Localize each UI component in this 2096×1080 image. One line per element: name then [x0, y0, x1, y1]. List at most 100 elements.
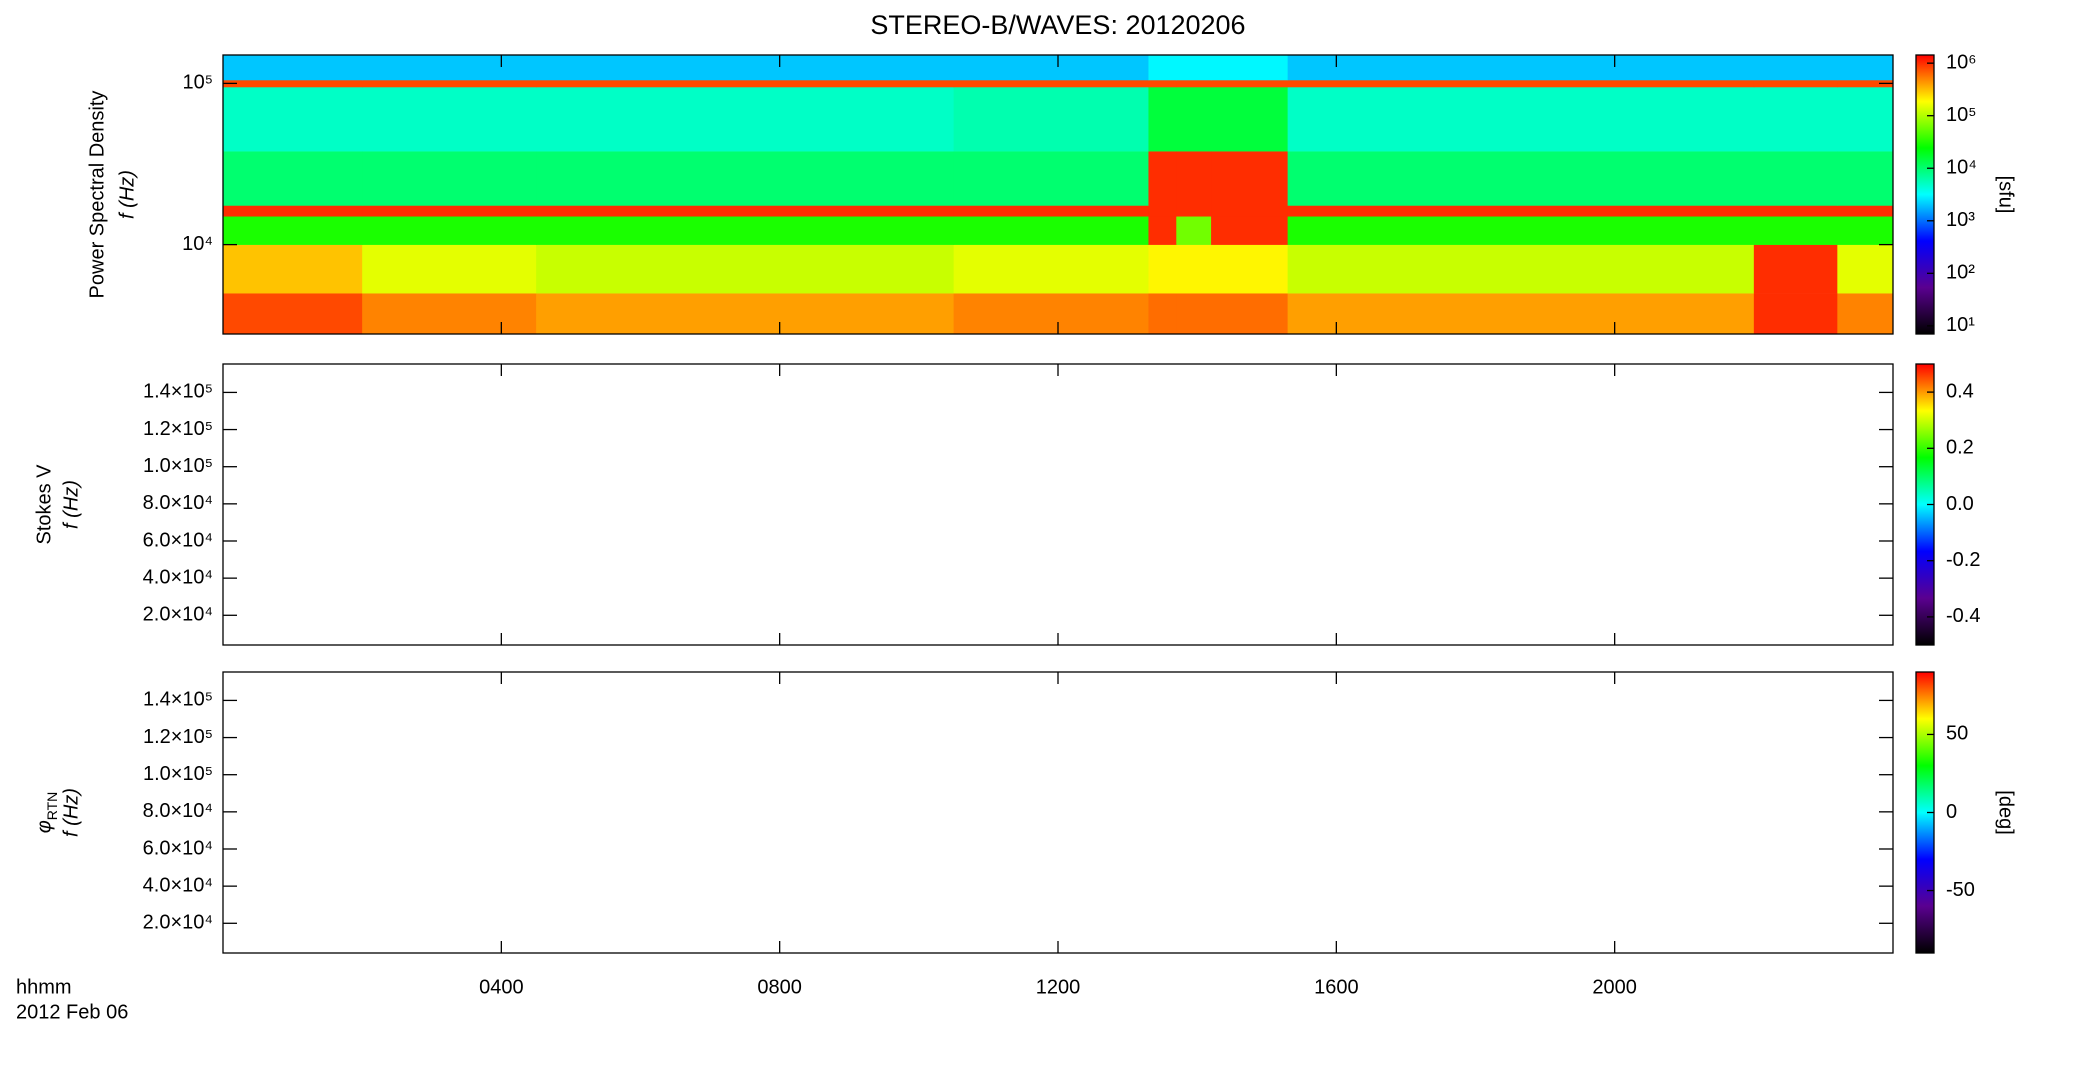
- heatmap-cell: [1287, 79, 1755, 88]
- heatmap-cell: [1176, 216, 1212, 245]
- heatmap-cell: [362, 293, 537, 335]
- y-axis-label: f (Hz): [60, 480, 82, 529]
- y-axis-label: f (Hz): [60, 788, 82, 837]
- x-tick-label: 0800: [757, 976, 802, 998]
- y-axis-label-subscript: RTN: [44, 792, 60, 821]
- y-tick-label: 2.0×10⁴: [143, 604, 213, 626]
- heatmap-cell: [362, 86, 537, 152]
- x-tick-label: 1200: [1036, 976, 1081, 998]
- y-tick-label: 6.0×10⁴: [143, 837, 213, 859]
- plot-frame: [222, 363, 1894, 646]
- y-tick-label: 1.4×10⁵: [143, 381, 213, 403]
- y-tick-label: 1.0×10⁵: [143, 455, 213, 477]
- heatmap-cell: [1837, 244, 1894, 294]
- colorbar-tick-label: 10⁵: [1946, 104, 1977, 126]
- y-tick-label: 6.0×10⁴: [143, 529, 213, 551]
- heatmap-cell: [1837, 79, 1894, 88]
- heatmap-cell: [1211, 293, 1289, 335]
- heatmap-cell: [1176, 293, 1212, 335]
- y-tick-label: 1.0×10⁵: [143, 763, 213, 785]
- heatmap-cell: [1176, 55, 1212, 81]
- heatmap-cell: [536, 205, 955, 217]
- heatmap-cell: [1287, 205, 1755, 217]
- y-tick-label: 10⁵: [182, 72, 213, 94]
- heatmap-cell: [1837, 205, 1894, 217]
- y-axis-label: f (Hz): [116, 170, 138, 219]
- heatmap-cell: [1753, 216, 1838, 245]
- heatmap-cell: [536, 86, 955, 152]
- heatmap-cell: [223, 79, 363, 88]
- x-axis-label: hhmm: [16, 976, 72, 998]
- heatmap-cell: [223, 244, 363, 294]
- heatmap-cell: [953, 86, 1149, 152]
- colorbar-label: [deg]: [1995, 790, 2017, 834]
- heatmap-cell: [362, 151, 537, 206]
- colorbar-tick-label: 0.0: [1946, 493, 1974, 515]
- heatmap-cell: [362, 205, 537, 217]
- heatmap-cell: [1837, 216, 1894, 245]
- heatmap-cell: [1211, 216, 1289, 245]
- heatmap-cell: [953, 205, 1149, 217]
- heatmap-cell: [1176, 79, 1212, 88]
- chart-title: STEREO-B/WAVES: 20120206: [870, 10, 1245, 40]
- y-axis-label: Stokes V: [33, 464, 55, 545]
- heatmap-cell: [1176, 205, 1212, 217]
- heatmap-cell: [953, 79, 1149, 88]
- heatmap-cell: [362, 79, 537, 88]
- heatmap-cell: [1211, 205, 1289, 217]
- heatmap-cell: [536, 216, 955, 245]
- heatmap-cell: [1287, 55, 1755, 81]
- heatmap-cell: [953, 55, 1149, 81]
- heatmap-cell: [1148, 244, 1177, 294]
- heatmap-cell: [1753, 205, 1838, 217]
- colorbar-tick-label: 10⁶: [1946, 51, 1976, 73]
- heatmap-cell: [223, 86, 363, 152]
- colorbar-tick-label: 0: [1946, 801, 1957, 823]
- heatmap-cell: [536, 79, 955, 88]
- y-tick-label: 10⁴: [182, 233, 213, 255]
- heatmap-cell: [1176, 244, 1212, 294]
- y-tick-label: 1.2×10⁵: [143, 726, 213, 748]
- y-tick-label: 4.0×10⁴: [143, 874, 213, 896]
- heatmap-cell: [1287, 216, 1755, 245]
- y-tick-label: 1.4×10⁵: [143, 689, 213, 711]
- y-tick-label: 1.2×10⁵: [143, 418, 213, 440]
- heatmap-cell: [953, 293, 1149, 335]
- colorbar-tick-label: 0.2: [1946, 437, 1974, 459]
- heatmap-cell: [1211, 86, 1289, 152]
- heatmap-cell: [223, 151, 363, 206]
- y-tick-label: 8.0×10⁴: [143, 800, 213, 822]
- y-tick-label: 2.0×10⁴: [143, 912, 213, 934]
- colorbar-tick-label: 10¹: [1946, 314, 1975, 336]
- y-axis-label: Power Spectral Density: [86, 91, 108, 299]
- heatmap-cell: [1837, 55, 1894, 81]
- heatmap-cell: [1837, 293, 1894, 335]
- heatmap-cell: [1176, 151, 1212, 206]
- colorbar-label: [sfu]: [1995, 176, 2017, 214]
- colorbar-tick-label: -50: [1946, 879, 1975, 901]
- heatmap-cell: [1287, 293, 1755, 335]
- heatmap-cell: [1753, 86, 1838, 152]
- heatmap-cell: [953, 244, 1149, 294]
- x-tick-label: 2000: [1592, 976, 1637, 998]
- heatmap-cell: [1753, 79, 1838, 88]
- colorbar-tick-label: 10³: [1946, 209, 1975, 231]
- colorbar-tick-label: 10⁴: [1946, 157, 1977, 179]
- heatmap-cell: [1211, 79, 1289, 88]
- heatmap-cell: [1148, 205, 1177, 217]
- colorbar-tick-label: 0.4: [1946, 380, 1974, 402]
- heatmap-cell: [953, 151, 1149, 206]
- heatmap-cell: [1287, 151, 1755, 206]
- date-label: 2012 Feb 06: [16, 1001, 128, 1023]
- heatmap-cell: [1753, 244, 1838, 294]
- heatmap-cell: [953, 216, 1149, 245]
- heatmap-cell: [1148, 55, 1177, 81]
- heatmap-cell: [536, 55, 955, 81]
- heatmap-cell: [1148, 293, 1177, 335]
- heatmap-cell: [1211, 55, 1289, 81]
- heatmap-cell: [1753, 55, 1838, 81]
- colorbar-tick-label: -0.2: [1946, 549, 1980, 571]
- heatmap-cell: [223, 216, 363, 245]
- heatmap-cell: [536, 151, 955, 206]
